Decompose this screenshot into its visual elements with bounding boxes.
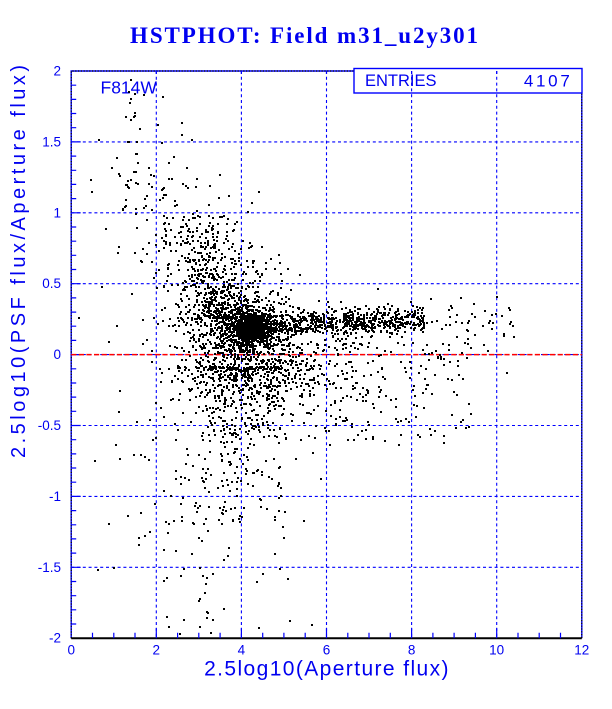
svg-text:-1.5: -1.5 (38, 560, 61, 575)
svg-text:0: 0 (53, 347, 61, 362)
svg-text:4107: 4107 (524, 72, 573, 91)
svg-text:8: 8 (408, 643, 416, 658)
svg-text:HSTPHOT: Field m31_u2y301: HSTPHOT: Field m31_u2y301 (130, 23, 480, 48)
svg-text:12: 12 (574, 643, 589, 658)
svg-text:2.5log10(Aperture flux): 2.5log10(Aperture flux) (204, 658, 450, 681)
svg-text:0: 0 (67, 643, 75, 658)
svg-text:ENTRIES: ENTRIES (365, 72, 437, 90)
svg-text:10: 10 (489, 643, 504, 658)
svg-text:1: 1 (53, 205, 61, 220)
svg-text:-2: -2 (49, 631, 61, 646)
svg-text:2: 2 (153, 643, 161, 658)
svg-text:4: 4 (238, 643, 246, 658)
svg-text:0.5: 0.5 (42, 276, 61, 291)
svg-text:2: 2 (53, 64, 61, 79)
svg-text:-1: -1 (49, 489, 61, 504)
svg-text:2.5log10(PSF flux/Aperture flu: 2.5log10(PSF flux/Aperture flux) (8, 61, 30, 458)
svg-text:6: 6 (323, 643, 331, 658)
svg-text:1.5: 1.5 (42, 134, 61, 149)
svg-text:F814W: F814W (101, 78, 158, 98)
svg-text:-0.5: -0.5 (38, 418, 61, 433)
